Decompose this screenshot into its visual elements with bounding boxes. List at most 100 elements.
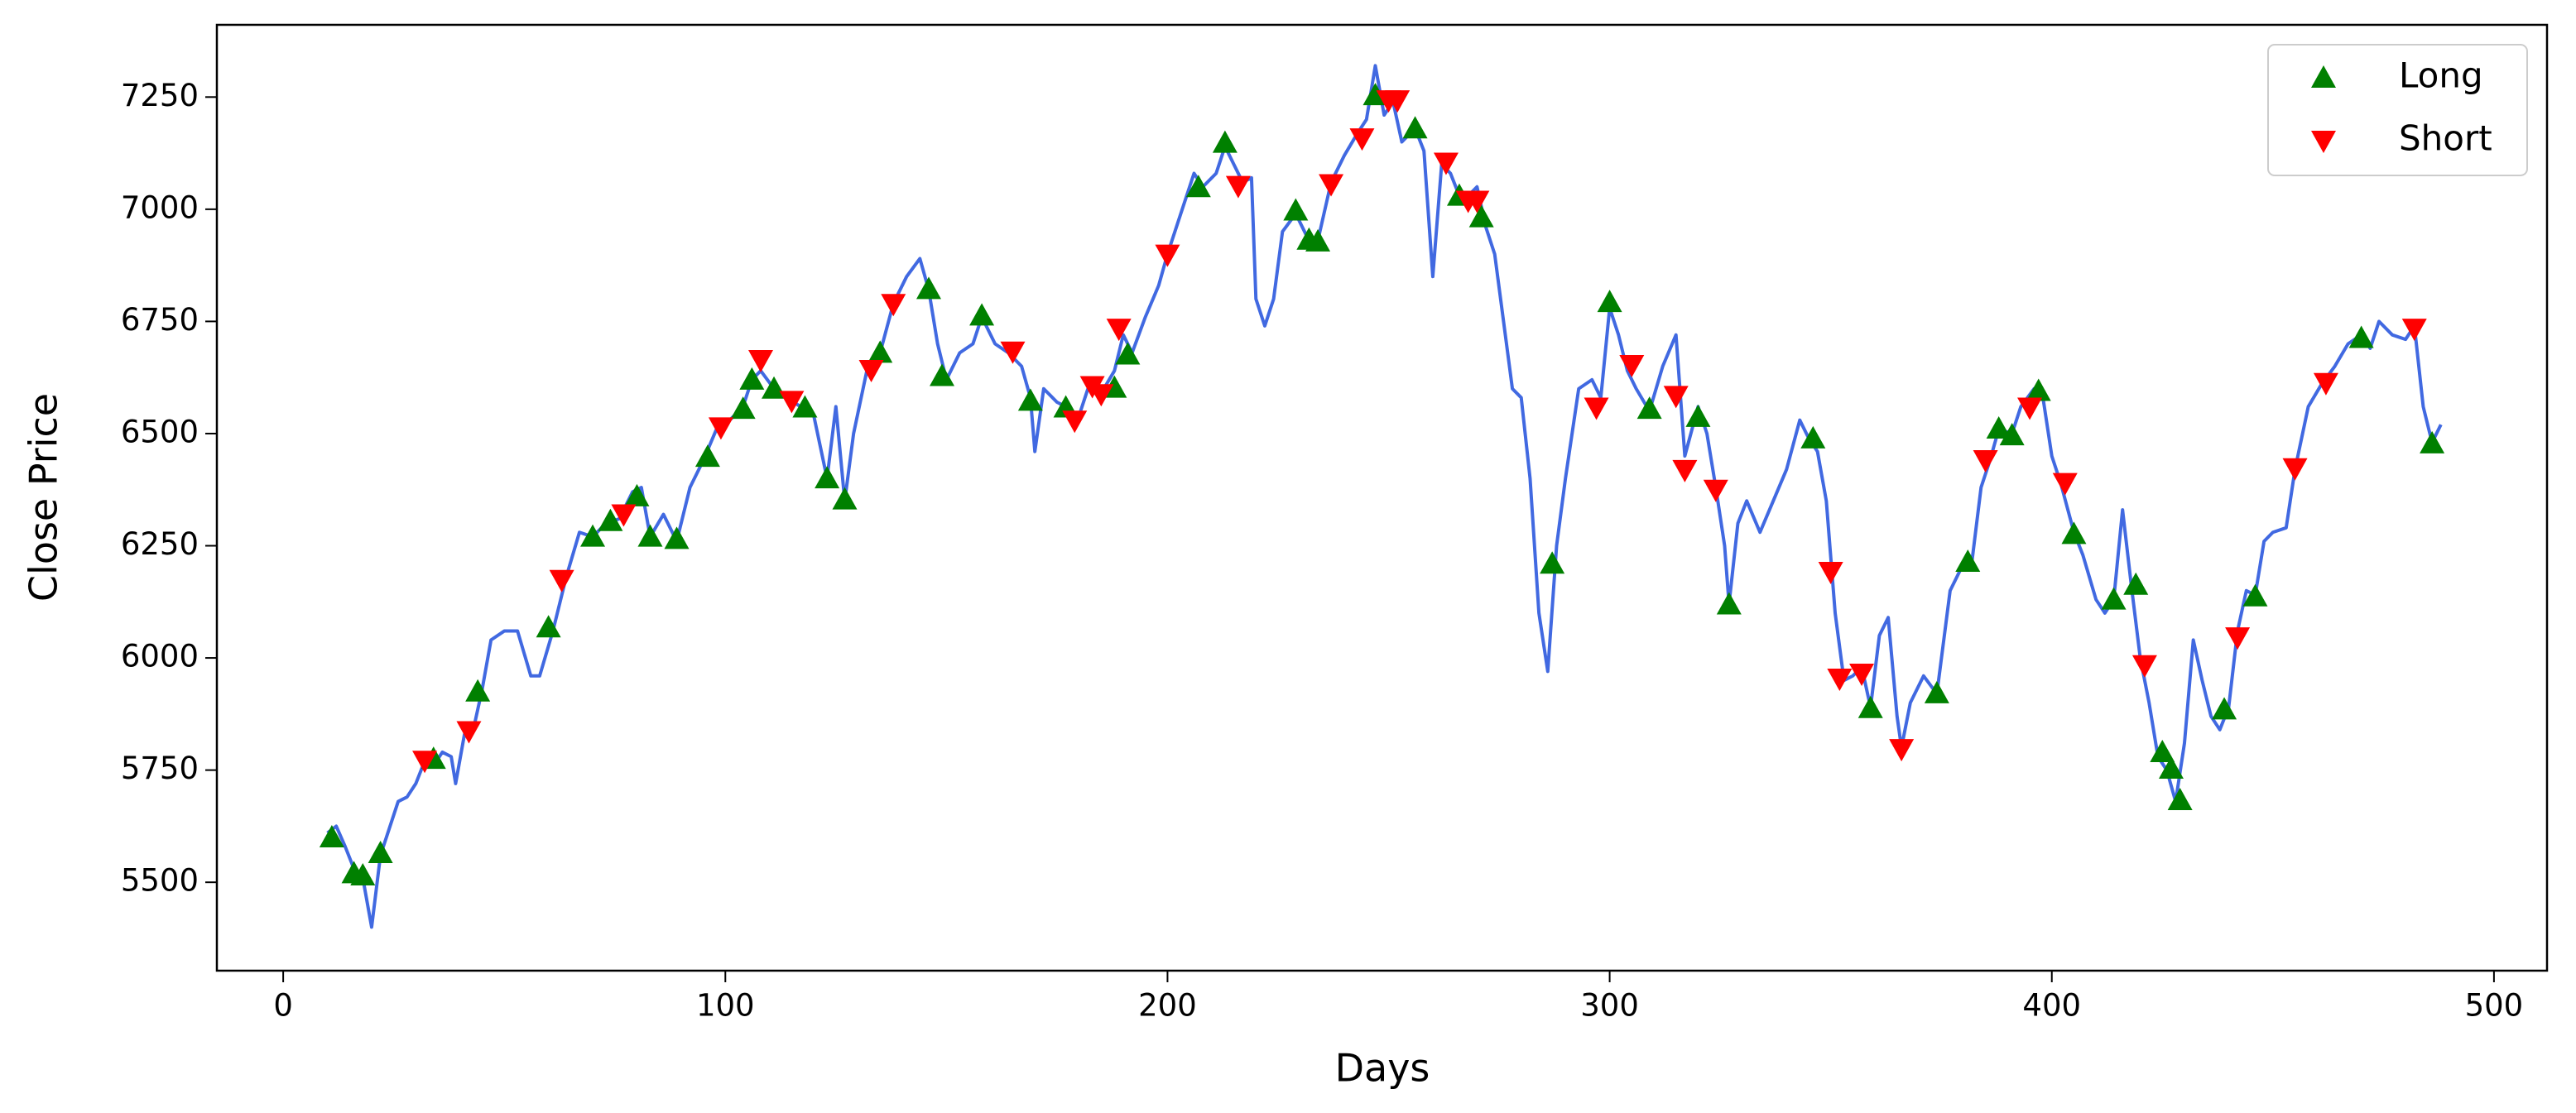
signal-marker [1999, 423, 2025, 446]
signal-marker [832, 487, 858, 510]
signal-marker [1636, 396, 1662, 420]
signal-marker [2420, 430, 2445, 453]
y-tick-label: 7250 [121, 78, 199, 113]
signal-marker [930, 363, 955, 386]
y-tick-label: 6250 [121, 526, 199, 562]
signal-marker [730, 396, 756, 420]
signal-marker [2282, 458, 2308, 481]
legend-marker [2311, 131, 2336, 153]
legend: Long Short [2267, 44, 2528, 176]
legend-box [2267, 44, 2528, 176]
signal-marker [1584, 397, 1609, 420]
signal-marker [350, 863, 376, 886]
signal-marker [2123, 572, 2149, 595]
signal-marker [2052, 473, 2078, 496]
x-axis-label: Days [1335, 1046, 1430, 1091]
y-tick-label: 5750 [121, 751, 199, 786]
signal-marker [2026, 378, 2051, 401]
signal-marker [1924, 680, 1949, 703]
signal-marker [1283, 198, 1309, 221]
signal-marker [1672, 459, 1698, 482]
signal-marker [1597, 290, 1622, 313]
signal-marker [858, 359, 884, 382]
signal-marker [580, 524, 606, 547]
signal-marker [881, 294, 906, 317]
signal-marker [708, 417, 733, 440]
signal-marker [1663, 386, 1689, 409]
signal-marker [2348, 325, 2374, 348]
y-tick-label: 6500 [121, 414, 199, 449]
signal-marker [1716, 592, 1742, 615]
signal-marker [637, 524, 663, 547]
signal-marker [2061, 521, 2087, 545]
signal-marker [1402, 116, 1428, 139]
y-tick-label: 6000 [121, 639, 199, 674]
signal-marker [916, 276, 941, 300]
signal-marker [2401, 319, 2427, 342]
signal-marker [1540, 551, 1565, 574]
signal-marker [1225, 175, 1251, 199]
signal-marker [762, 376, 787, 399]
signal-marker [1955, 549, 1981, 573]
signal-marker [1986, 415, 2011, 439]
x-tick-label: 0 [273, 988, 293, 1024]
signal-marker [1685, 404, 1711, 427]
signal-marker [549, 569, 574, 592]
signal-marker [1703, 479, 1728, 502]
signal-marker [412, 751, 438, 774]
signal-marker [1185, 175, 1211, 198]
signal-marker [2158, 756, 2184, 780]
y-axis-label: Close Price [22, 393, 66, 602]
signal-marker [1619, 355, 1645, 378]
price-line [326, 64, 2443, 929]
y-tick-label: 7000 [121, 189, 199, 225]
legend-marker [2311, 65, 2336, 88]
signal-marker [779, 391, 805, 414]
signal-marker [969, 303, 995, 326]
signal-marker [2225, 627, 2251, 650]
signal-marker [1106, 319, 1132, 342]
signal-marker [2242, 583, 2268, 607]
signal-marker [456, 721, 482, 744]
signal-marker [1889, 739, 1915, 762]
signal-marker [1000, 341, 1026, 364]
signal-marker [319, 824, 344, 847]
signal-marker [1464, 190, 1490, 213]
signal-marker [815, 466, 840, 489]
signal-marker [739, 367, 765, 390]
signal-marker [2131, 655, 2157, 678]
y-tick-label: 5500 [121, 863, 199, 899]
signal-marker [1155, 244, 1180, 267]
signal-marker [664, 526, 690, 549]
signal-marker [536, 615, 561, 638]
signal-marker [1818, 561, 1843, 584]
signal-marker [1115, 342, 1141, 365]
x-tick-label: 500 [2465, 988, 2524, 1024]
legend-label: Short [2399, 118, 2492, 159]
signal-marker [465, 679, 491, 702]
signal-marker [1212, 130, 1238, 153]
signal-marker [1349, 128, 1375, 151]
signal-marker [1973, 449, 1998, 473]
signal-marker [1319, 174, 1344, 197]
x-tick-label: 200 [1138, 988, 1197, 1024]
signal-marker [694, 444, 720, 468]
signal-marker [1017, 388, 1043, 411]
signal-marker [2313, 372, 2338, 396]
signal-marker [611, 504, 637, 527]
y-tick-label: 6750 [121, 302, 199, 338]
signal-marker [1468, 204, 1494, 228]
signal-marker [368, 840, 393, 863]
signal-marker [1800, 425, 1826, 449]
signal-marker [2101, 587, 2127, 610]
signal-marker [1433, 152, 1459, 175]
signal-marker [867, 340, 893, 363]
signal-marker [1305, 228, 1331, 252]
signal-marker [2150, 739, 2175, 762]
signal-marker [748, 350, 774, 373]
signal-marker [792, 395, 818, 418]
x-tick-label: 100 [696, 988, 755, 1024]
signal-marker [2017, 397, 2043, 420]
signal-marker [1858, 695, 1883, 718]
